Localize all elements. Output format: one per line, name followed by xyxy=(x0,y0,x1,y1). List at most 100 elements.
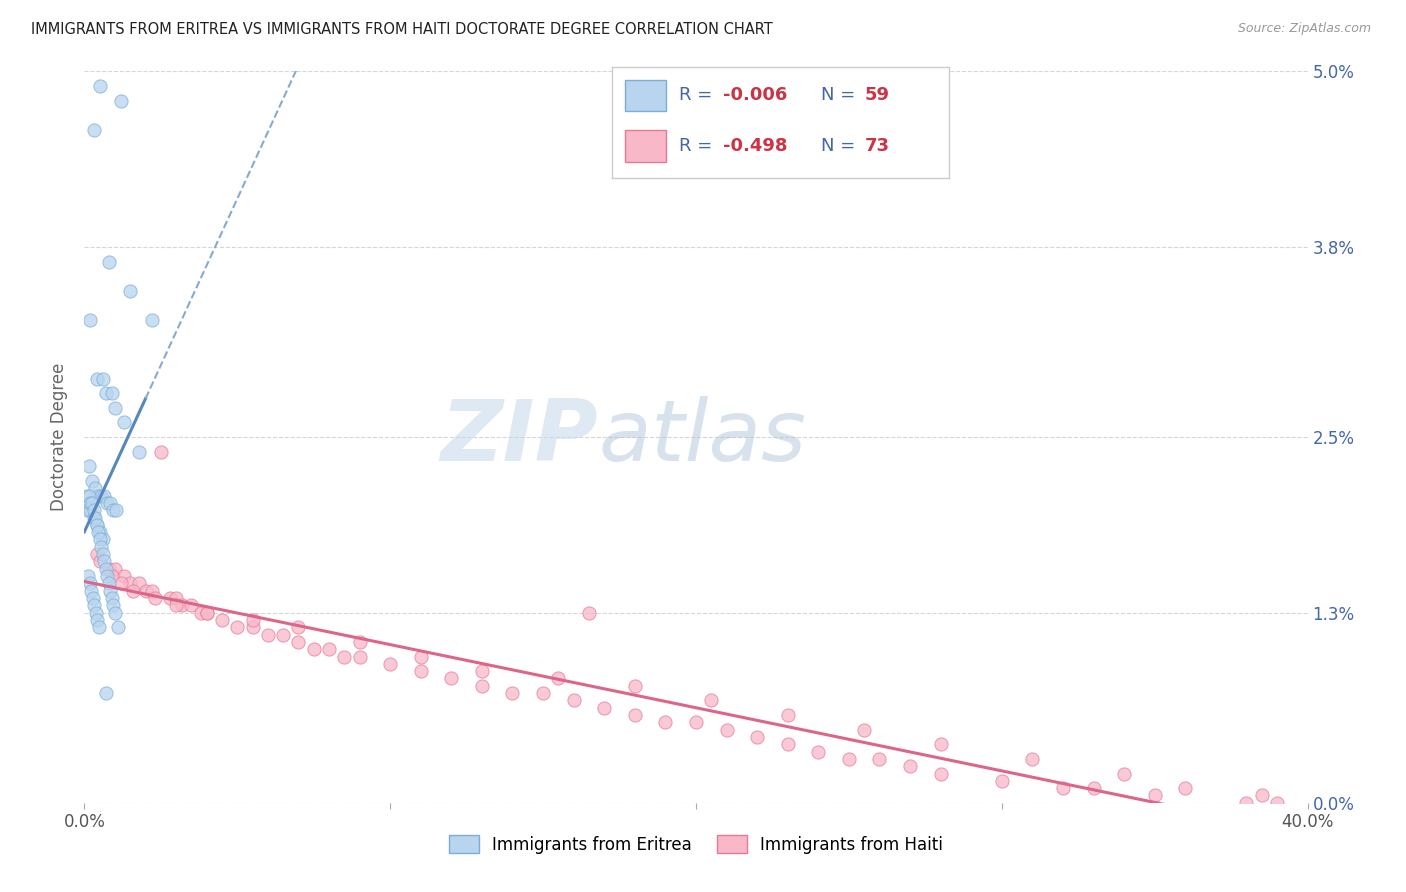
Legend: Immigrants from Eritrea, Immigrants from Haiti: Immigrants from Eritrea, Immigrants from… xyxy=(441,829,950,860)
Point xyxy=(84,606,107,620)
Point xyxy=(562,693,585,707)
Point xyxy=(80,583,103,598)
Point xyxy=(271,627,294,641)
Y-axis label: Doctorate Degree: Doctorate Degree xyxy=(51,363,69,511)
Point xyxy=(101,569,124,583)
Point xyxy=(86,613,108,627)
Point xyxy=(96,569,118,583)
Point xyxy=(165,599,187,613)
Point xyxy=(869,752,891,766)
Point xyxy=(1143,789,1166,803)
Point xyxy=(149,444,172,458)
Point xyxy=(77,489,100,503)
Point xyxy=(110,576,132,591)
Point xyxy=(110,94,132,108)
Point xyxy=(86,547,108,561)
Point xyxy=(91,547,114,561)
Point xyxy=(1174,781,1197,796)
Point xyxy=(97,576,120,591)
Point xyxy=(349,649,371,664)
Point xyxy=(1265,796,1288,810)
Point xyxy=(94,562,117,576)
Point xyxy=(257,627,280,641)
Point xyxy=(1021,752,1043,766)
Point xyxy=(1114,766,1136,780)
Point xyxy=(94,386,117,401)
Text: 73: 73 xyxy=(865,136,890,154)
Point xyxy=(89,525,111,540)
Point xyxy=(141,583,163,598)
Point xyxy=(77,569,100,583)
FancyBboxPatch shape xyxy=(626,130,665,161)
Point xyxy=(898,759,921,773)
Point xyxy=(101,591,124,605)
Point xyxy=(97,562,120,576)
Point xyxy=(91,533,114,547)
Point xyxy=(79,496,101,510)
Point xyxy=(76,489,98,503)
Point xyxy=(624,679,647,693)
Point xyxy=(838,752,860,766)
Point xyxy=(747,730,769,744)
Point xyxy=(104,562,127,576)
Point xyxy=(79,313,101,327)
Point xyxy=(1250,789,1272,803)
Point xyxy=(242,613,264,627)
Point xyxy=(86,371,108,385)
Point xyxy=(112,416,135,430)
Point xyxy=(103,599,125,613)
Point xyxy=(80,474,103,488)
Point xyxy=(716,723,738,737)
Point xyxy=(195,606,218,620)
Point xyxy=(77,459,100,474)
Text: Source: ZipAtlas.com: Source: ZipAtlas.com xyxy=(1237,22,1371,36)
Point xyxy=(143,591,166,605)
Point xyxy=(531,686,554,700)
Point xyxy=(120,576,142,591)
Point xyxy=(104,401,127,415)
Text: N =: N = xyxy=(821,87,860,104)
Point xyxy=(991,773,1014,788)
Point xyxy=(776,737,799,751)
Point xyxy=(1052,781,1074,796)
Point xyxy=(93,554,115,568)
Point xyxy=(122,583,145,598)
Point xyxy=(471,664,494,678)
Point xyxy=(101,386,124,401)
Point xyxy=(929,766,952,780)
Point xyxy=(107,620,129,634)
Point xyxy=(172,599,194,613)
Point xyxy=(89,554,111,568)
Point xyxy=(159,591,181,605)
Point xyxy=(624,708,647,723)
Point xyxy=(86,517,108,532)
Text: atlas: atlas xyxy=(598,395,806,479)
Point xyxy=(96,496,118,510)
Point xyxy=(190,606,212,620)
Point xyxy=(83,510,105,524)
Point xyxy=(1236,796,1258,810)
Text: IMMIGRANTS FROM ERITREA VS IMMIGRANTS FROM HAITI DOCTORATE DEGREE CORRELATION CH: IMMIGRANTS FROM ERITREA VS IMMIGRANTS FR… xyxy=(31,22,773,37)
Point xyxy=(104,606,127,620)
Point xyxy=(84,510,107,524)
Point xyxy=(318,642,340,657)
Point xyxy=(98,496,121,510)
Point xyxy=(96,686,118,700)
Point xyxy=(1083,781,1105,796)
Point xyxy=(242,620,264,634)
Point xyxy=(578,606,600,620)
Point xyxy=(83,503,105,517)
Point xyxy=(79,576,101,591)
Point xyxy=(128,576,150,591)
Point xyxy=(547,672,569,686)
Point xyxy=(82,591,104,605)
Point xyxy=(654,715,676,730)
Text: N =: N = xyxy=(821,136,860,154)
Point xyxy=(89,533,111,547)
Point xyxy=(79,503,101,517)
Point xyxy=(287,635,309,649)
Point xyxy=(87,525,110,540)
Point xyxy=(287,620,309,634)
Point xyxy=(87,489,110,503)
Text: R =: R = xyxy=(679,136,718,154)
